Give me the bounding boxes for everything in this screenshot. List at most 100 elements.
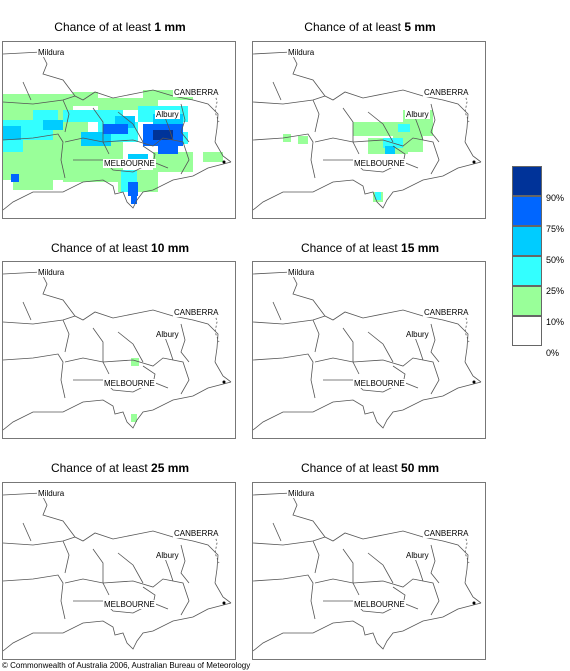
rain-probability-cell (153, 130, 173, 140)
rain-probability-cell (375, 192, 381, 200)
rain-probability-cell (53, 94, 83, 104)
region-boundary (314, 357, 440, 395)
rain-probability-cell (3, 126, 21, 140)
rain-probability-cell (143, 90, 193, 100)
location-marker (222, 601, 226, 605)
place-label-albury: Albury (155, 110, 180, 119)
region-boundary (253, 536, 326, 546)
region-boundary (3, 133, 66, 179)
region-boundary (253, 95, 326, 105)
region-boundary (430, 544, 440, 584)
rain-probability-cell (131, 196, 137, 204)
region-boundary (253, 133, 316, 179)
map-canvas (3, 492, 232, 652)
rain-probability-cell (103, 124, 128, 134)
region-boundary (92, 107, 110, 155)
legend-label-50: 50% (546, 255, 565, 265)
place-label-canberra: CANBERRA (173, 88, 220, 97)
region-boundary (3, 315, 76, 325)
place-label-albury: Albury (405, 330, 430, 339)
map-10mm: Mildura CANBERRA Albury MELBOURNE (2, 261, 236, 439)
rain-probability-cell (63, 110, 123, 122)
panel-title-10mm: Chance of at least 10 mm (50, 241, 190, 255)
region-boundary (214, 582, 232, 604)
rain-probability-cell (3, 140, 23, 152)
region-boundary (272, 81, 282, 101)
region-boundary (62, 99, 70, 133)
legend-swatch-4 (512, 286, 542, 316)
act-border (464, 93, 470, 123)
region-boundary (3, 381, 232, 431)
region-boundary (92, 548, 110, 596)
rain-probability-cell (128, 182, 138, 196)
place-label-mildura: Mildura (287, 48, 316, 57)
location-marker (472, 380, 476, 384)
place-label-mildura: Mildura (37, 489, 66, 498)
place-label-melbourne: MELBOURNE (103, 159, 156, 168)
region-boundary (272, 301, 282, 321)
region-boundary (3, 353, 66, 399)
place-label-melbourne: MELBOURNE (353, 159, 406, 168)
region-boundary (214, 141, 232, 163)
region-boundary (430, 323, 440, 363)
region-boundary (3, 574, 66, 620)
rain-probability-cell (413, 122, 433, 132)
region-boundary (367, 111, 394, 143)
rain-probability-cell (11, 174, 19, 182)
region-boundary (253, 381, 482, 431)
rain-probability-cell (398, 124, 410, 132)
legend-label-90: 90% (546, 193, 565, 203)
region-boundary (3, 536, 76, 546)
region-boundary (342, 107, 360, 155)
region-boundary (342, 548, 360, 596)
rain-probability-cell (13, 180, 53, 190)
region-boundary (253, 271, 469, 363)
place-label-canberra: CANBERRA (423, 529, 470, 538)
region-boundary (312, 99, 320, 133)
place-label-canberra: CANBERRA (173, 308, 220, 317)
act-border (214, 93, 220, 123)
place-label-mildura: Mildura (37, 268, 66, 277)
region-boundary (312, 319, 320, 353)
legend-swatch-5 (512, 316, 542, 346)
region-boundary (62, 319, 70, 353)
region-boundary (117, 331, 144, 363)
location-marker (472, 601, 476, 605)
region-boundary (367, 552, 394, 584)
region-boundary (314, 137, 440, 175)
rain-probability-cell (385, 146, 395, 154)
legend-swatch-0 (512, 166, 542, 196)
place-label-albury: Albury (155, 551, 180, 560)
region-boundary (64, 357, 190, 395)
location-marker (472, 160, 476, 164)
region-boundary (430, 103, 440, 143)
map-5mm: Mildura CANBERRA Albury MELBOURNE (252, 41, 486, 219)
map-canvas (3, 271, 232, 431)
region-boundary (464, 582, 482, 604)
probability-legend (512, 166, 542, 346)
region-boundary (3, 271, 219, 363)
copyright-notice: © Commonwealth of Australia 2006, Austra… (2, 661, 251, 670)
region-boundary (3, 95, 76, 105)
panel-title-50mm: Chance of at least 50 mm (300, 461, 440, 475)
place-label-canberra: CANBERRA (173, 529, 220, 538)
map-canvas (253, 271, 482, 431)
map-1mm: Mildura CANBERRA Albury MELBOURNE (2, 41, 236, 219)
map-canvas (253, 51, 482, 211)
place-label-melbourne: MELBOURNE (353, 600, 406, 609)
place-label-canberra: CANBERRA (423, 88, 470, 97)
rain-probability-cell (203, 152, 223, 162)
region-boundary (92, 327, 110, 375)
place-label-canberra: CANBERRA (423, 308, 470, 317)
region-boundary (64, 137, 190, 175)
panel-title-1mm: Chance of at least 1 mm (54, 20, 186, 34)
place-label-mildura: Mildura (287, 268, 316, 277)
rain-probability-cell (43, 120, 63, 130)
panel-title-25mm: Chance of at least 25 mm (50, 461, 190, 475)
act-border (464, 534, 470, 564)
region-boundary (117, 552, 144, 584)
legend-swatch-2 (512, 226, 542, 256)
region-boundary (22, 301, 32, 321)
region-boundary (253, 161, 482, 211)
region-boundary (3, 602, 232, 652)
